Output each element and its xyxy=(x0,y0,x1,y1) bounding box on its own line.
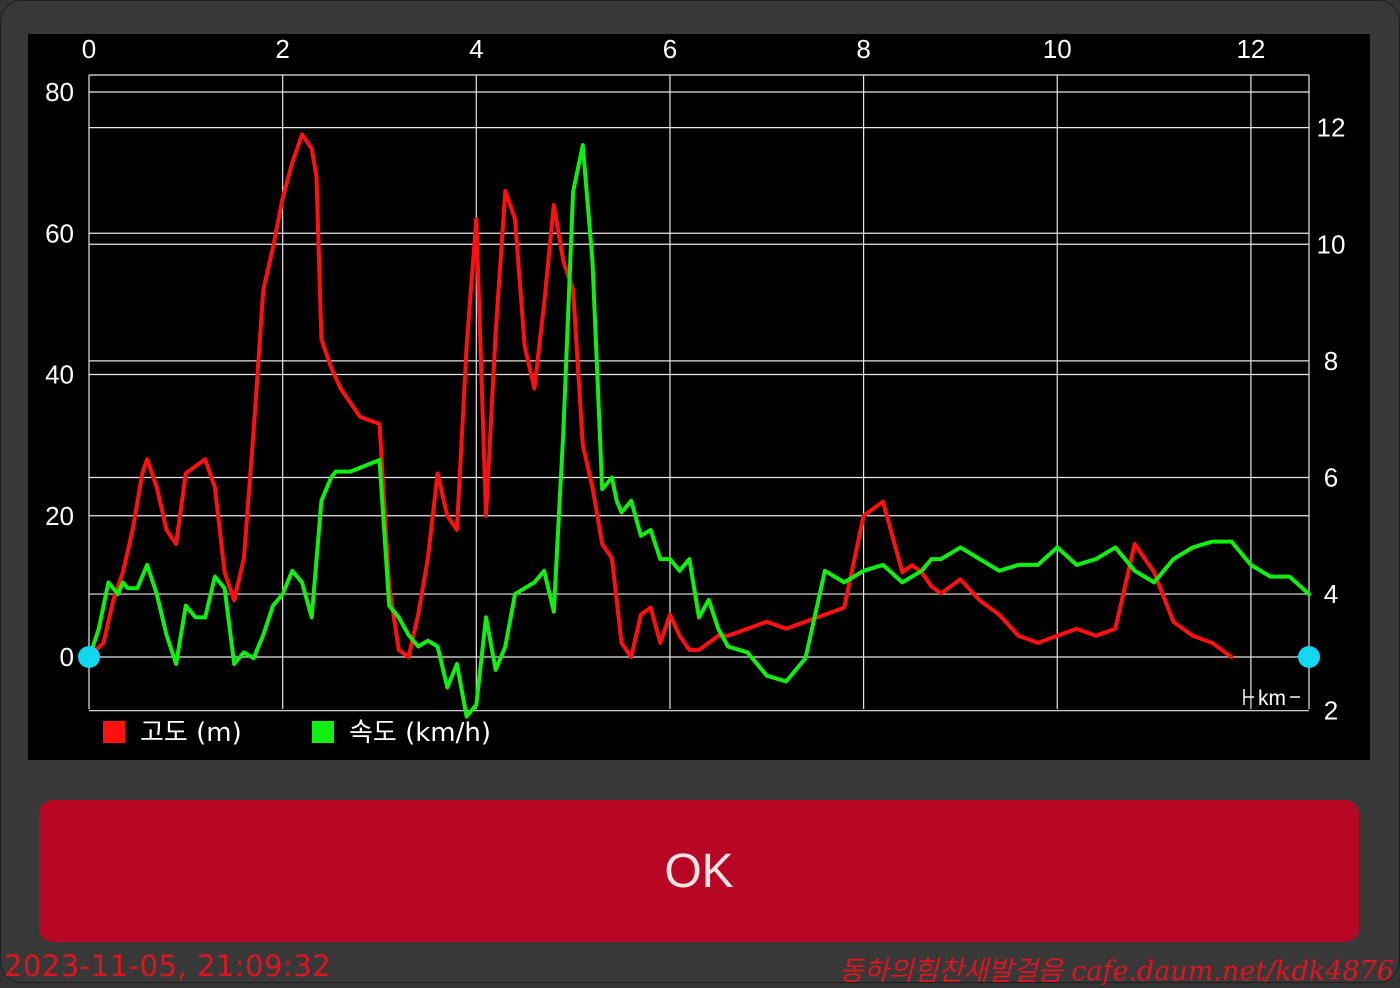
x-unit: km xyxy=(1243,687,1300,710)
y-right-tick-label: 10 xyxy=(1317,229,1346,259)
y-left-tick-label: 60 xyxy=(45,218,74,248)
range-handle-end[interactable] xyxy=(1298,646,1320,668)
x-tick-label: 10 xyxy=(1043,34,1072,64)
range-handles[interactable] xyxy=(78,646,1320,668)
ok-button[interactable]: OK xyxy=(39,800,1359,942)
chart-series xyxy=(87,132,1311,719)
timestamp-overlay: 2023-11-05, 21:09:32 xyxy=(4,949,332,983)
x-unit-label: km xyxy=(1258,687,1286,710)
altitude-speed-chart: 0 2 4 6 8 10 12 0 20 40 60 80 2 4 6 8 10 12 km 고도 (m) 속도 (… xyxy=(45,34,1345,748)
x-tick-label: 0 xyxy=(82,34,96,64)
chart-legend: 고도 (m) 속도 (km/h) xyxy=(103,718,491,748)
altitude-series-line xyxy=(87,132,1234,659)
y-right-tick-label: 8 xyxy=(1324,346,1338,376)
range-handle-start[interactable] xyxy=(78,646,100,668)
x-tick-label: 8 xyxy=(856,34,870,64)
legend-swatch-speed xyxy=(312,721,334,743)
x-tick-label: 4 xyxy=(469,34,483,64)
legend-label-speed: 속도 (km/h) xyxy=(349,718,491,748)
y-left-tick-label: 0 xyxy=(60,642,74,672)
y-left-tick-label: 40 xyxy=(45,360,74,390)
x-tick-label: 2 xyxy=(275,34,289,64)
y-right-tick-label: 6 xyxy=(1324,462,1338,492)
legend-swatch-altitude xyxy=(103,721,125,743)
y-left-tick-label: 20 xyxy=(45,501,74,531)
chart-panel: 0 2 4 6 8 10 12 0 20 40 60 80 2 4 6 8 10 12 km 고도 (m) 속도 (… xyxy=(28,34,1370,760)
y-right-tick-label: 12 xyxy=(1317,113,1346,143)
y-right-tick-label: 2 xyxy=(1324,696,1338,726)
watermark-overlay: 동하의힘찬새발걸음 cafe.daum.net/kdk4876 xyxy=(839,956,1394,987)
legend-label-altitude: 고도 (m) xyxy=(140,718,242,748)
x-tick-label: 12 xyxy=(1236,34,1265,64)
x-tick-label: 6 xyxy=(663,34,677,64)
speed-series-line xyxy=(87,143,1311,719)
axis-ticks: 0 2 4 6 8 10 12 0 20 40 60 80 2 4 6 8 10 12 xyxy=(45,34,1345,726)
y-right-tick-label: 4 xyxy=(1324,579,1338,609)
chart-grid xyxy=(88,74,1310,712)
y-left-tick-label: 80 xyxy=(45,77,74,107)
